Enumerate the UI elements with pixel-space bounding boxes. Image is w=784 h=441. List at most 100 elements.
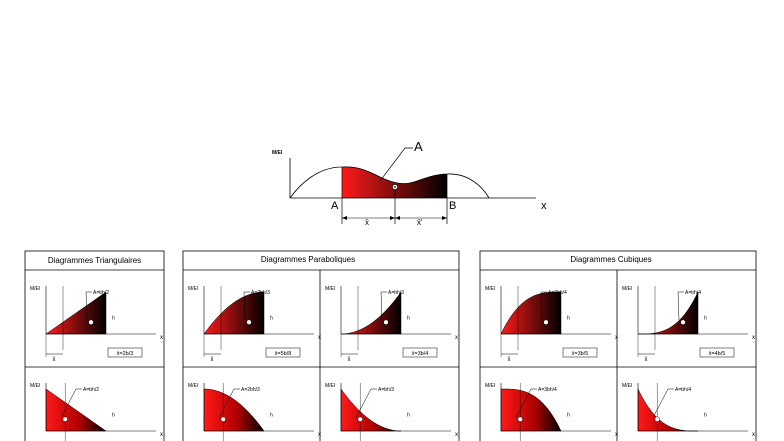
area-label: A=3bh/4 [538, 387, 557, 393]
cell-par1-top: A=2bh/3 h x M/EI x̄ x̄=5b/8 [188, 286, 321, 363]
area-label: A=bh/2 [83, 387, 99, 393]
formula-box [402, 347, 438, 358]
y-axis-label: M/EI [188, 383, 198, 389]
area-leader [652, 388, 674, 418]
formula-box [265, 347, 301, 358]
y-axis-label: M/EI [485, 383, 495, 389]
y-axis-label: M/EI [325, 383, 335, 389]
xbar-label: x̄ [348, 357, 351, 363]
cell-tri-top: A=bh/2 h x M/EI x̄ x̄=2b/3 [30, 286, 163, 363]
x-label: x [615, 335, 618, 341]
formula-label: x̄=2b/3 [117, 351, 134, 357]
centroid-marker [383, 319, 389, 325]
shaded-area [203, 388, 265, 432]
panel-cubiques: Diagrammes Cubiques [479, 250, 757, 441]
height-label: h [270, 315, 273, 321]
height-label: h [704, 412, 707, 418]
centroid-marker [543, 319, 549, 325]
moment-curve [289, 166, 490, 199]
area-label: A [414, 139, 423, 154]
point-b-label: B [449, 200, 456, 212]
area-label: A=bh/4 [685, 290, 701, 296]
cell-cub2-bot: A=bh/4 h x M/EI [622, 383, 755, 441]
point-a-label: A [331, 200, 339, 212]
xbar-right-label: x̄' [417, 218, 423, 227]
height-label: h [112, 315, 115, 321]
x-axis-label: x [541, 200, 547, 212]
y-axis-label: M/EI [485, 286, 495, 292]
cell-par1-bot: A=2bh/3 h x M/EI [188, 383, 321, 441]
height-label: h [270, 412, 273, 418]
cell-tri-bot: A=bh/2 h x M/EI [30, 383, 163, 441]
cell-par2-top: A=bh/3 h x M/EI x̄ x̄=3b/4 [325, 286, 458, 363]
x-label: x [455, 335, 458, 341]
area-leader [540, 291, 547, 321]
centroid-marker [357, 416, 363, 422]
shaded-area [637, 388, 698, 432]
shaded-area [340, 388, 401, 432]
area-leader [243, 291, 250, 321]
y-axis-label: M/EI [272, 150, 283, 156]
x-label: x [160, 335, 163, 341]
centroid-marker [88, 319, 94, 325]
x-label: x [752, 432, 755, 438]
xbar-label: x̄ [508, 357, 511, 363]
shaded-area [500, 388, 562, 432]
area-leader [380, 291, 387, 321]
height-label: h [567, 315, 570, 321]
panel-paraboliques: Diagrammes Paraboliques [182, 250, 460, 441]
shaded-area [45, 291, 107, 335]
area-label: A=2bh/3 [241, 387, 260, 393]
xbar-label: x̄ [365, 218, 369, 227]
panel-title: Diagrammes Paraboliques [261, 255, 355, 264]
shaded-area [341, 291, 402, 335]
formula-label: x̄=4b/5 [709, 351, 726, 357]
x-label: x [318, 335, 321, 341]
area-label: A=bh/3 [388, 290, 404, 296]
y-axis-label: M/EI [188, 286, 198, 292]
xbar-label: x̄ [211, 357, 214, 363]
area-leader [677, 291, 684, 321]
area-leader [218, 388, 240, 418]
area-label: A=bh/3 [378, 387, 394, 393]
x-label: x [318, 432, 321, 438]
y-axis-label: M/EI [30, 286, 40, 292]
cell-cub1-bot: A=3bh/4 h x M/EI [485, 383, 618, 441]
formula-box [107, 347, 143, 358]
shaded-area [203, 291, 265, 335]
height-label: h [407, 412, 410, 418]
x-label: x [615, 432, 618, 438]
x-label: x [160, 432, 163, 438]
shaded-area [45, 388, 107, 432]
centroid-marker [654, 416, 660, 422]
centroid-marker [220, 416, 226, 422]
area-label: A=bh/4 [675, 387, 691, 393]
panel-title: Diagrammes Triangulaires [48, 256, 141, 265]
area-label: A=2bh/3 [251, 290, 270, 296]
area-leader [60, 388, 82, 418]
area-label: A=bh/2 [93, 290, 109, 296]
xbar-label: x̄ [645, 357, 648, 363]
centroid-marker [517, 416, 523, 422]
area-leader [515, 388, 537, 418]
y-axis-label: M/EI [622, 286, 632, 292]
x-label: x [752, 335, 755, 341]
y-axis-label: M/EI [30, 383, 40, 389]
formula-label: x̄=5b/8 [275, 351, 292, 357]
shaded-area [638, 291, 699, 335]
height-label: h [112, 412, 115, 418]
x-label: x [455, 432, 458, 438]
formula-label: x̄=3b/5 [572, 351, 589, 357]
y-axis-label: M/EI [325, 286, 335, 292]
cell-cub2-top: A=bh/4 h x M/EI x̄ x̄=4b/5 [622, 286, 755, 363]
formula-box [699, 347, 735, 358]
area-leader [355, 388, 377, 418]
main-diagram: M/EI A A B x x̄ x̄' [272, 139, 547, 227]
height-label: h [567, 412, 570, 418]
area-leader [85, 291, 92, 321]
cell-par2-bot: A=bh/3 h x M/EI [325, 383, 458, 441]
formula-box [562, 347, 598, 358]
centroid-marker [680, 319, 686, 325]
centroid-marker [62, 416, 68, 422]
